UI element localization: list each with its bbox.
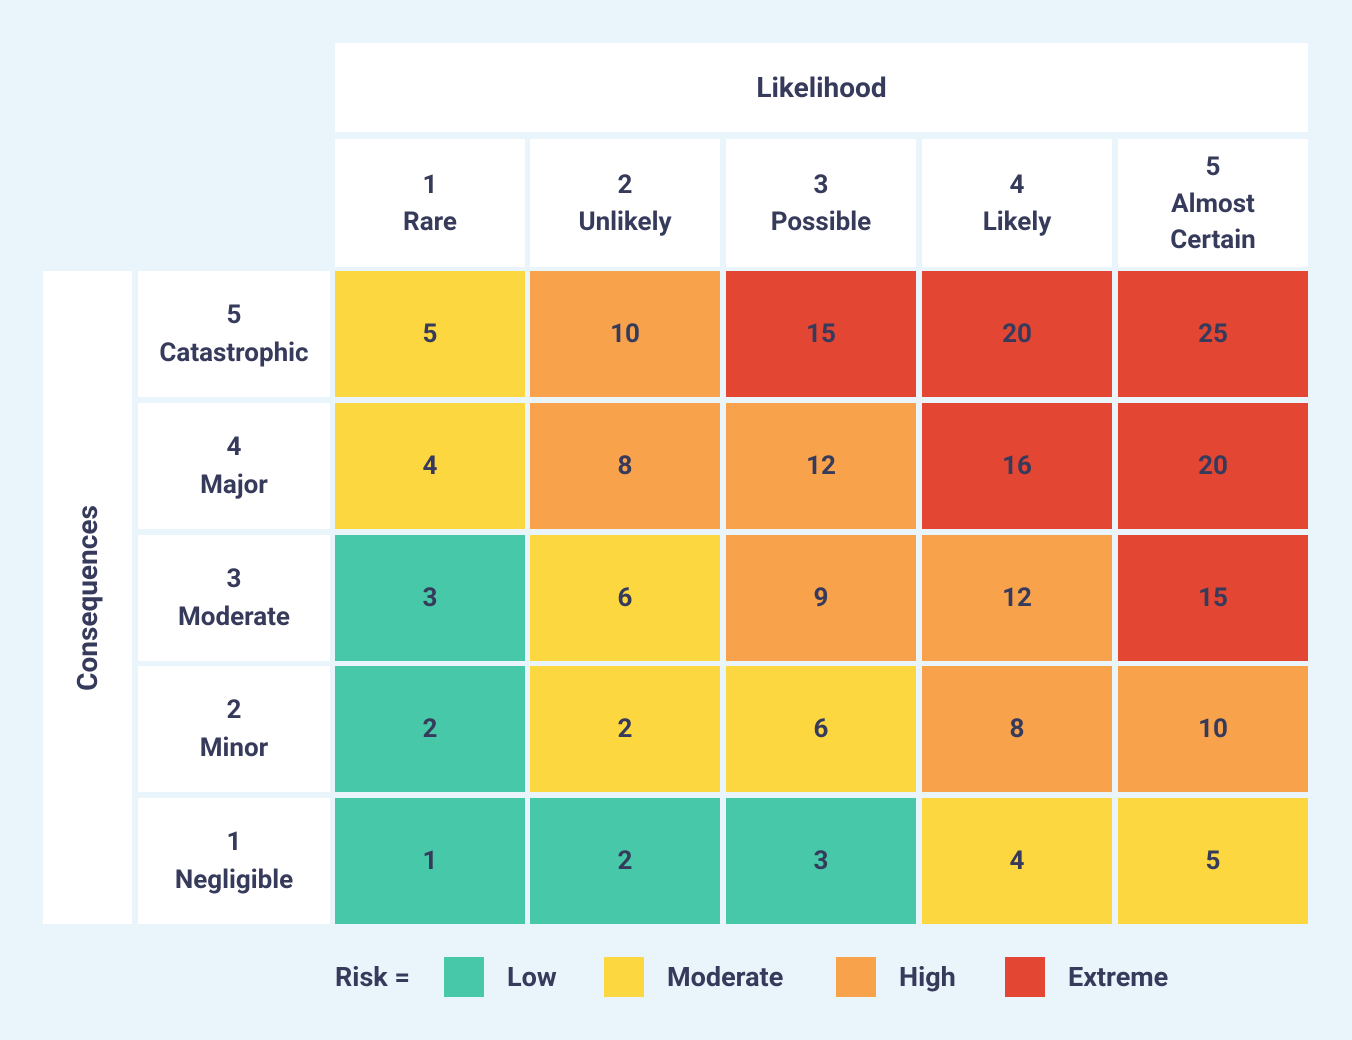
- cell-value: 2: [617, 714, 633, 744]
- risk-cell: 2: [530, 798, 720, 924]
- cell-value: 10: [1198, 714, 1228, 744]
- cell-value: 12: [806, 451, 836, 481]
- legend-title: Risk =: [335, 961, 410, 993]
- risk-cell: 16: [922, 403, 1112, 529]
- row-header: 5 Catastrophic: [138, 271, 330, 397]
- row-number: 2: [226, 695, 242, 725]
- column-number: 1: [422, 170, 438, 200]
- cell-value: 20: [1002, 319, 1032, 349]
- column-label: Possible: [770, 207, 872, 237]
- cell-value: 5: [1205, 846, 1221, 876]
- risk-cell: 6: [530, 535, 720, 661]
- legend-label: Moderate: [667, 961, 784, 993]
- risk-cell: 10: [530, 271, 720, 397]
- row-number: 1: [226, 827, 242, 857]
- row-header: 1 Negligible: [138, 798, 330, 924]
- cell-value: 2: [422, 714, 438, 744]
- consequences-title: Consequences: [70, 504, 104, 691]
- cell-value: 4: [1009, 846, 1025, 876]
- cell-value: 3: [422, 583, 438, 613]
- legend-label: Low: [507, 961, 557, 993]
- risk-cell: 15: [726, 271, 916, 397]
- row-number: 4: [226, 432, 242, 462]
- column-header: 5 Almost Certain: [1118, 139, 1308, 267]
- legend-swatch: [444, 957, 484, 997]
- legend-label: High: [899, 961, 956, 993]
- cell-value: 25: [1198, 319, 1228, 349]
- column-header: 3 Possible: [726, 139, 916, 267]
- column-header: 1 Rare: [335, 139, 525, 267]
- row-label: Negligible: [174, 865, 294, 895]
- risk-cell: 5: [1118, 798, 1308, 924]
- cell-value: 4: [422, 451, 438, 481]
- risk-cell: 10: [1118, 666, 1308, 792]
- cell-value: 3: [813, 846, 829, 876]
- risk-cell: 20: [922, 271, 1112, 397]
- cell-value: 15: [806, 319, 836, 349]
- row-header: 4 Major: [138, 403, 330, 529]
- column-header: 4 Likely: [922, 139, 1112, 267]
- risk-cell: 15: [1118, 535, 1308, 661]
- row-label: Catastrophic: [159, 338, 309, 368]
- consequences-header: Consequences: [43, 271, 132, 924]
- risk-cell: 8: [922, 666, 1112, 792]
- column-number: 4: [1009, 170, 1025, 200]
- risk-cell: 8: [530, 403, 720, 529]
- cell-value: 2: [617, 846, 633, 876]
- column-number: 2: [617, 170, 633, 200]
- likelihood-header: Likelihood: [335, 43, 1308, 132]
- cell-value: 10: [610, 319, 640, 349]
- column-number: 5: [1205, 152, 1221, 182]
- risk-cell: 3: [335, 535, 525, 661]
- cell-value: 6: [617, 583, 633, 613]
- column-label: Almost Certain: [1170, 189, 1256, 255]
- column-number: 3: [813, 170, 829, 200]
- likelihood-title: Likelihood: [756, 70, 887, 104]
- row-number: 3: [226, 564, 242, 594]
- legend-swatch: [1005, 957, 1045, 997]
- legend-swatch: [604, 957, 644, 997]
- risk-cell: 4: [922, 798, 1112, 924]
- column-label: Unlikely: [578, 207, 672, 237]
- risk-cell: 1: [335, 798, 525, 924]
- cell-value: 16: [1002, 451, 1032, 481]
- risk-cell: 9: [726, 535, 916, 661]
- risk-cell: 20: [1118, 403, 1308, 529]
- cell-value: 6: [813, 714, 829, 744]
- risk-cell: 3: [726, 798, 916, 924]
- row-label: Moderate: [178, 602, 290, 632]
- legend-label: Extreme: [1068, 961, 1169, 993]
- row-header: 3 Moderate: [138, 535, 330, 661]
- row-label: Major: [200, 470, 268, 500]
- cell-value: 8: [1009, 714, 1025, 744]
- risk-cell: 6: [726, 666, 916, 792]
- cell-value: 9: [813, 583, 829, 613]
- cell-value: 12: [1002, 583, 1032, 613]
- risk-cell: 12: [922, 535, 1112, 661]
- risk-cell: 12: [726, 403, 916, 529]
- column-label: Likely: [982, 207, 1052, 237]
- cell-value: 8: [617, 451, 633, 481]
- legend-swatch: [836, 957, 876, 997]
- column-header: 2 Unlikely: [530, 139, 720, 267]
- cell-value: 1: [422, 846, 438, 876]
- column-label: Rare: [403, 207, 457, 237]
- risk-cell: 4: [335, 403, 525, 529]
- row-number: 5: [226, 300, 242, 330]
- risk-cell: 2: [335, 666, 525, 792]
- cell-value: 20: [1198, 451, 1228, 481]
- cell-value: 5: [422, 319, 438, 349]
- risk-cell: 5: [335, 271, 525, 397]
- risk-cell: 2: [530, 666, 720, 792]
- row-label: Minor: [199, 733, 269, 763]
- risk-cell: 25: [1118, 271, 1308, 397]
- cell-value: 15: [1198, 583, 1228, 613]
- row-header: 2 Minor: [138, 666, 330, 792]
